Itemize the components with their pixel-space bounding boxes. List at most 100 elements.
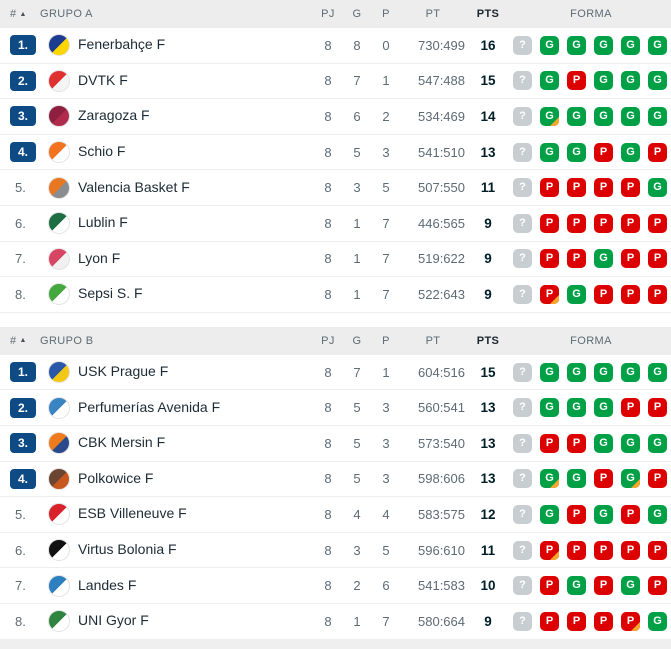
form-badge-win[interactable]: G <box>567 362 586 382</box>
form-badge-win[interactable]: G <box>540 142 559 162</box>
form-badge-unknown[interactable]: ? <box>513 71 532 91</box>
team-logo[interactable] <box>48 141 70 164</box>
form-badge-loss[interactable]: P <box>594 284 613 304</box>
form-badge-win[interactable]: G <box>648 433 667 453</box>
form-badge-loss[interactable]: P <box>567 249 586 269</box>
form-badge-loss[interactable]: P <box>648 469 667 489</box>
team-name-link[interactable]: USK Prague F <box>78 363 169 380</box>
form-badge-loss[interactable]: P <box>594 213 613 233</box>
rank-column-header[interactable]: # ▲ <box>0 335 40 347</box>
team-logo[interactable] <box>48 212 70 235</box>
form-badge-unknown[interactable]: ? <box>513 504 532 524</box>
form-badge-win[interactable]: G <box>621 576 640 596</box>
form-badge-unknown[interactable]: ? <box>513 284 532 304</box>
form-badge-win[interactable]: G <box>567 35 586 55</box>
form-badge-win[interactable]: G <box>621 106 640 126</box>
form-badge-loss[interactable]: P <box>540 213 559 233</box>
team-name-link[interactable]: Virtus Bolonia F <box>78 541 177 558</box>
team-name-link[interactable]: Polkowice F <box>78 469 154 486</box>
form-badge-unknown[interactable]: ? <box>513 106 532 126</box>
form-badge-win[interactable]: G <box>540 362 559 382</box>
form-badge-win[interactable]: G <box>594 249 613 269</box>
form-badge-loss[interactable]: P <box>540 540 559 560</box>
form-badge-win[interactable]: G <box>567 576 586 596</box>
form-badge-loss[interactable]: P <box>621 398 640 418</box>
form-badge-win[interactable]: G <box>540 504 559 524</box>
form-badge-loss[interactable]: P <box>567 611 586 631</box>
form-badge-unknown[interactable]: ? <box>513 35 532 55</box>
form-badge-win[interactable]: G <box>540 35 559 55</box>
form-badge-loss[interactable]: P <box>648 284 667 304</box>
form-badge-win[interactable]: G <box>567 398 586 418</box>
team-logo[interactable] <box>48 396 70 419</box>
form-badge-win[interactable]: G <box>621 362 640 382</box>
team-name-link[interactable]: ESB Villeneuve F <box>78 505 187 522</box>
form-badge-win[interactable]: G <box>621 71 640 91</box>
form-badge-win[interactable]: G <box>567 142 586 162</box>
team-name-link[interactable]: UNI Gyor F <box>78 612 149 629</box>
form-badge-unknown[interactable]: ? <box>513 249 532 269</box>
team-name-link[interactable]: Lyon F <box>78 249 121 266</box>
rank-sort-control[interactable]: # ▲ <box>10 335 27 347</box>
team-name-link[interactable]: Landes F <box>78 576 137 593</box>
form-badge-win[interactable]: G <box>540 469 559 489</box>
team-name-link[interactable]: Schio F <box>78 143 126 160</box>
form-badge-win[interactable]: G <box>621 469 640 489</box>
team-name-link[interactable]: Fenerbahçe F <box>78 36 166 53</box>
form-badge-win[interactable]: G <box>648 35 667 55</box>
team-name-link[interactable]: Valencia Basket F <box>78 178 190 195</box>
form-badge-loss[interactable]: P <box>540 249 559 269</box>
form-badge-loss[interactable]: P <box>621 504 640 524</box>
form-badge-win[interactable]: G <box>621 142 640 162</box>
team-logo[interactable] <box>48 69 70 92</box>
team-logo[interactable] <box>48 247 70 270</box>
form-badge-win[interactable]: G <box>621 433 640 453</box>
form-badge-win[interactable]: G <box>621 35 640 55</box>
form-badge-loss[interactable]: P <box>540 433 559 453</box>
form-badge-win[interactable]: G <box>594 35 613 55</box>
team-logo[interactable] <box>48 467 70 490</box>
form-badge-loss[interactable]: P <box>540 284 559 304</box>
team-logo[interactable] <box>48 283 70 306</box>
form-badge-unknown[interactable]: ? <box>513 433 532 453</box>
form-badge-loss[interactable]: P <box>594 576 613 596</box>
form-badge-win[interactable]: G <box>648 71 667 91</box>
form-badge-loss[interactable]: P <box>567 540 586 560</box>
form-badge-win[interactable]: G <box>567 284 586 304</box>
team-name-link[interactable]: Sepsi S. F <box>78 285 143 302</box>
form-badge-loss[interactable]: P <box>648 576 667 596</box>
form-badge-unknown[interactable]: ? <box>513 362 532 382</box>
form-badge-loss[interactable]: P <box>621 213 640 233</box>
form-badge-loss[interactable]: P <box>594 540 613 560</box>
form-badge-win[interactable]: G <box>648 611 667 631</box>
form-badge-loss[interactable]: P <box>567 433 586 453</box>
rank-column-header[interactable]: # ▲ <box>0 8 40 20</box>
form-badge-loss[interactable]: P <box>648 540 667 560</box>
form-badge-loss[interactable]: P <box>540 576 559 596</box>
team-logo[interactable] <box>48 176 70 199</box>
form-badge-unknown[interactable]: ? <box>513 213 532 233</box>
form-badge-win[interactable]: G <box>567 106 586 126</box>
form-badge-win[interactable]: G <box>540 106 559 126</box>
form-badge-unknown[interactable]: ? <box>513 576 532 596</box>
form-badge-win[interactable]: G <box>594 398 613 418</box>
form-badge-loss[interactable]: P <box>567 178 586 198</box>
form-badge-unknown[interactable]: ? <box>513 142 532 162</box>
form-badge-loss[interactable]: P <box>648 249 667 269</box>
form-badge-unknown[interactable]: ? <box>513 178 532 198</box>
form-badge-win[interactable]: G <box>648 106 667 126</box>
team-name-link[interactable]: CBK Mersin F <box>78 434 166 451</box>
team-name-link[interactable]: DVTK F <box>78 71 128 88</box>
form-badge-loss[interactable]: P <box>648 142 667 162</box>
form-badge-loss[interactable]: P <box>621 540 640 560</box>
team-logo[interactable] <box>48 503 70 526</box>
form-badge-win[interactable]: G <box>648 362 667 382</box>
team-name-link[interactable]: Perfumerías Avenida F <box>78 398 221 415</box>
form-badge-loss[interactable]: P <box>540 611 559 631</box>
form-badge-loss[interactable]: P <box>621 284 640 304</box>
form-badge-unknown[interactable]: ? <box>513 540 532 560</box>
form-badge-win[interactable]: G <box>594 433 613 453</box>
form-badge-loss[interactable]: P <box>621 611 640 631</box>
form-badge-win[interactable]: G <box>594 362 613 382</box>
form-badge-loss[interactable]: P <box>648 213 667 233</box>
